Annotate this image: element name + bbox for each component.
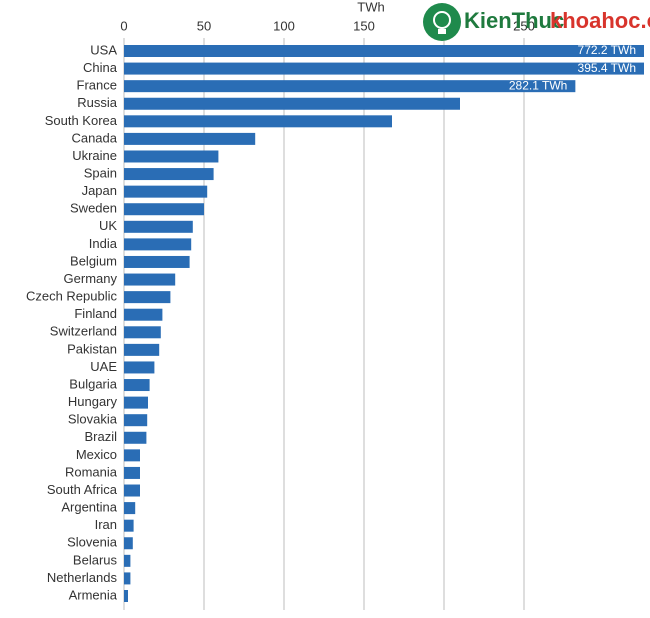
- x-tick-label: 50: [197, 18, 211, 33]
- bar: [124, 45, 644, 57]
- x-axis-label: TWh: [357, 0, 384, 14]
- y-tick-label: Mexico: [76, 447, 117, 462]
- bar: [124, 396, 148, 409]
- bar: [124, 132, 256, 145]
- y-tick-label: India: [89, 236, 118, 251]
- y-tick-label: Finland: [74, 306, 117, 321]
- bar: [124, 291, 171, 304]
- y-tick-label: Netherlands: [47, 570, 118, 585]
- bars: [124, 45, 644, 602]
- y-tick-label: Germany: [64, 271, 118, 286]
- bar: [124, 554, 131, 567]
- watermark-brand: KienThuc: [464, 8, 564, 33]
- bar: [124, 379, 150, 392]
- y-tick-label: Spain: [84, 166, 117, 181]
- bar: [124, 484, 140, 497]
- bar: [124, 62, 644, 75]
- y-tick-label: South Africa: [47, 482, 118, 497]
- logo-base: [438, 29, 446, 34]
- bar: [124, 572, 131, 585]
- y-tick-label: Armenia: [69, 587, 118, 602]
- bar: [124, 80, 576, 93]
- x-tick-label: 150: [353, 18, 375, 33]
- y-tick-label: Belgium: [70, 253, 117, 268]
- y-tick-label: Belarus: [73, 552, 118, 567]
- y-tick-label: Canada: [71, 130, 117, 145]
- value-label: 282.1 TWh: [509, 78, 567, 92]
- bar: [124, 203, 204, 216]
- y-tick-label: Bulgaria: [69, 376, 117, 391]
- bar: [124, 150, 219, 163]
- bar: [124, 168, 214, 181]
- y-tick-label: South Korea: [45, 113, 118, 128]
- bar: [124, 343, 160, 356]
- y-tick-label: Slovakia: [68, 412, 118, 427]
- value-label: 395.4 TWh: [578, 61, 636, 75]
- logo: [423, 3, 461, 41]
- y-tick-label: France: [77, 78, 117, 93]
- y-tick-label: Slovenia: [67, 535, 118, 550]
- y-tick-label: China: [83, 60, 118, 75]
- bar: [124, 97, 460, 110]
- x-tick-label: 100: [273, 18, 295, 33]
- y-tick-label: Switzerland: [50, 324, 117, 339]
- bar: [124, 238, 192, 251]
- y-tick-label: USA: [90, 42, 117, 57]
- bar: [124, 449, 140, 462]
- y-tick-label: Czech Republic: [26, 289, 118, 304]
- bar: [124, 185, 208, 198]
- y-tick-label: Sweden: [70, 201, 117, 216]
- bar: [124, 537, 133, 550]
- bar: [124, 590, 128, 602]
- bar: [124, 115, 392, 128]
- y-tick-label: Pakistan: [67, 341, 117, 356]
- x-tick-label: 0: [120, 18, 127, 33]
- y-tick-label: Hungary: [68, 394, 118, 409]
- logo-bulb: [433, 11, 451, 29]
- bar: [124, 273, 176, 286]
- y-tick-label: Brazil: [84, 429, 117, 444]
- y-tick-label: UAE: [90, 359, 117, 374]
- y-tick-label: Iran: [95, 517, 117, 532]
- bar: [124, 431, 147, 444]
- y-tick-label: Argentina: [61, 500, 117, 515]
- bar: [124, 361, 155, 374]
- bar: [124, 414, 148, 427]
- bar: [124, 326, 161, 339]
- y-tick-label: UK: [99, 218, 117, 233]
- bar: [124, 502, 136, 515]
- watermark-site: khoahoc.org: [550, 8, 650, 33]
- value-label: 772.2 TWh: [578, 43, 636, 57]
- bar: [124, 255, 190, 268]
- y-tick-label: Russia: [77, 95, 118, 110]
- bar: [124, 308, 163, 321]
- watermark: KienThuc khoahoc.org: [423, 3, 650, 41]
- bar: [124, 519, 134, 532]
- y-tick-label: Japan: [82, 183, 117, 198]
- bar: [124, 466, 140, 479]
- y-tick-label: Ukraine: [72, 148, 117, 163]
- bar: [124, 220, 193, 233]
- y-tick-label: Romania: [65, 464, 118, 479]
- x-tick-label: 250: [513, 18, 535, 33]
